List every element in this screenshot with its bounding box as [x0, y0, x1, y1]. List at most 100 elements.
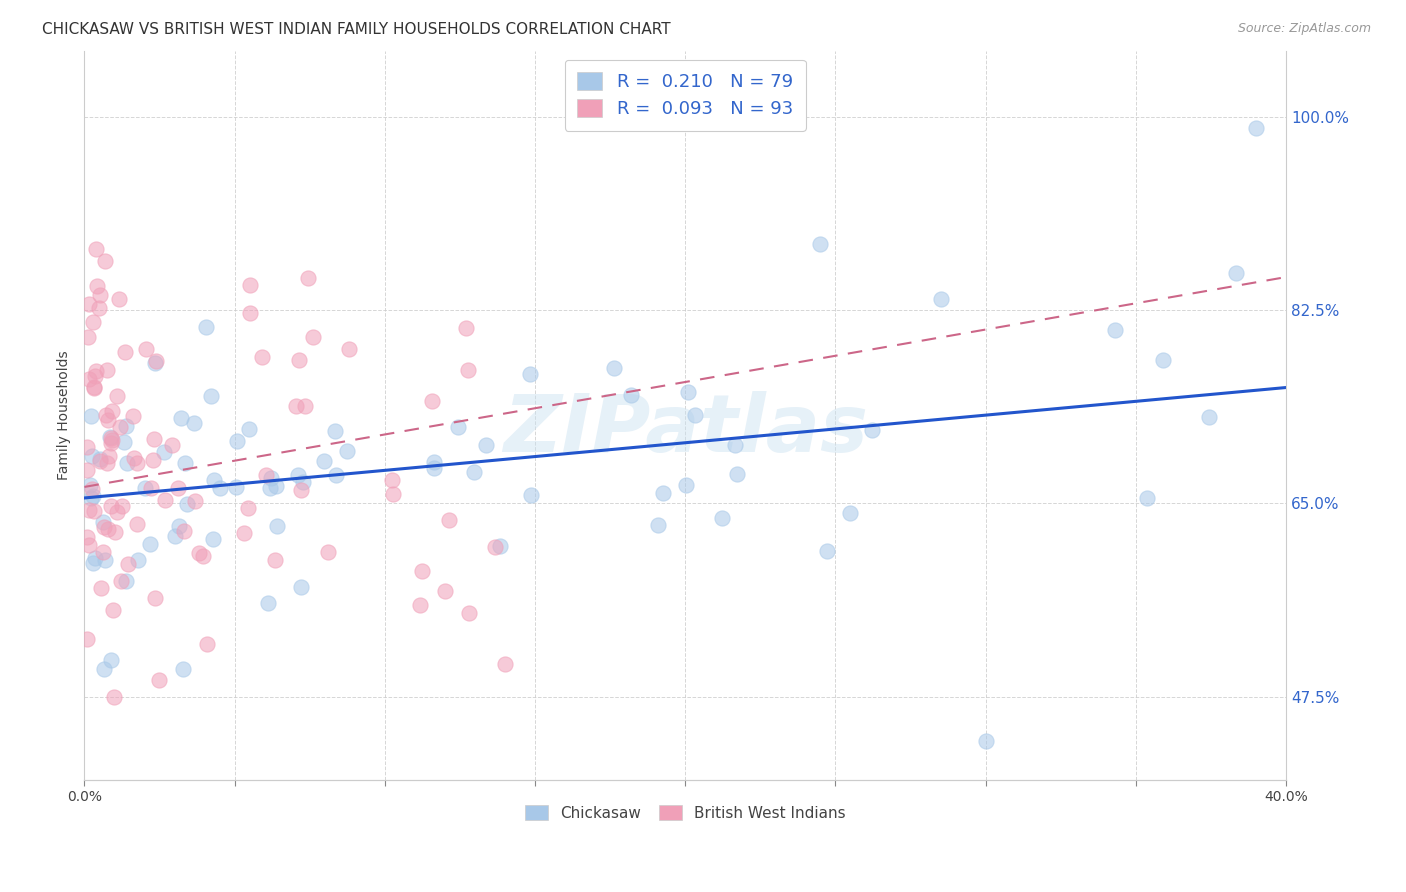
Point [651, 485, 673, 500]
Point [225, 480, 247, 494]
Point [96, 456, 118, 470]
Point [112, 435, 135, 450]
Point [135, 342, 157, 356]
Point [160, 437, 183, 451]
Point [200, 389, 222, 403]
Point [115, 574, 138, 588]
Point [82, 315, 104, 329]
Y-axis label: Family Households: Family Households [58, 351, 72, 480]
Point [195, 320, 218, 334]
Point [202, 473, 225, 487]
Point [297, 270, 319, 285]
Point [83, 381, 105, 395]
Point [683, 408, 706, 422]
Point [77, 372, 100, 386]
Point [166, 481, 188, 495]
Point [232, 525, 254, 540]
Point [463, 465, 485, 479]
Point [76, 632, 98, 647]
Point [209, 481, 232, 495]
Point [165, 528, 187, 542]
Point [103, 524, 125, 539]
Point [201, 532, 224, 546]
Point [408, 598, 430, 612]
Point [294, 400, 316, 414]
Point [176, 496, 198, 510]
Point [183, 416, 205, 430]
Point [325, 425, 347, 439]
Point [254, 467, 277, 482]
Point [96, 363, 118, 377]
Point [290, 580, 312, 594]
Point [93, 662, 115, 676]
Point [1198, 409, 1220, 424]
Point [724, 438, 747, 452]
Point [173, 524, 195, 539]
Point [860, 423, 883, 437]
Point [114, 345, 136, 359]
Point [1136, 491, 1159, 505]
Point [110, 574, 132, 589]
Point [188, 546, 211, 560]
Point [80, 491, 103, 505]
Point [142, 453, 165, 467]
Point [94, 409, 117, 423]
Point [484, 540, 506, 554]
Point [266, 519, 288, 533]
Point [381, 473, 404, 487]
Point [381, 486, 404, 500]
Point [336, 444, 359, 458]
Point [263, 553, 285, 567]
Point [1104, 323, 1126, 337]
Text: CHICKASAW VS BRITISH WEST INDIAN FAMILY HOUSEHOLDS CORRELATION CHART: CHICKASAW VS BRITISH WEST INDIAN FAMILY … [42, 22, 671, 37]
Point [318, 544, 340, 558]
Point [105, 504, 128, 518]
Point [77, 502, 100, 516]
Text: Source: ZipAtlas.com: Source: ZipAtlas.com [1237, 22, 1371, 36]
Point [89, 287, 111, 301]
Point [675, 478, 697, 492]
Point [520, 488, 543, 502]
Point [94, 552, 117, 566]
Point [115, 418, 138, 433]
Point [174, 456, 197, 470]
Point [291, 475, 314, 489]
Point [79, 538, 101, 552]
Point [929, 292, 952, 306]
Point [110, 419, 132, 434]
Point [456, 321, 478, 335]
Point [117, 557, 139, 571]
Point [288, 353, 311, 368]
Point [80, 449, 103, 463]
Point [100, 403, 122, 417]
Point [145, 591, 167, 606]
Point [250, 351, 273, 365]
Point [84, 364, 107, 378]
Point [1225, 266, 1247, 280]
Point [260, 471, 283, 485]
Point [86, 243, 108, 257]
Point [325, 467, 347, 482]
Point [82, 482, 104, 496]
Point [489, 539, 512, 553]
Point [808, 236, 831, 251]
Point [100, 435, 122, 450]
Point [145, 354, 167, 368]
Point [94, 253, 117, 268]
Point [475, 438, 498, 452]
Point [457, 363, 479, 377]
Point [302, 330, 325, 344]
Point [127, 553, 149, 567]
Point [411, 565, 433, 579]
Point [89, 454, 111, 468]
Point [239, 277, 262, 292]
Point [100, 431, 122, 445]
Point [458, 606, 481, 620]
Point [239, 306, 262, 320]
Point [423, 460, 446, 475]
Point [184, 494, 207, 508]
Point [101, 433, 124, 447]
Point [974, 734, 997, 748]
Point [97, 413, 120, 427]
Point [259, 481, 281, 495]
